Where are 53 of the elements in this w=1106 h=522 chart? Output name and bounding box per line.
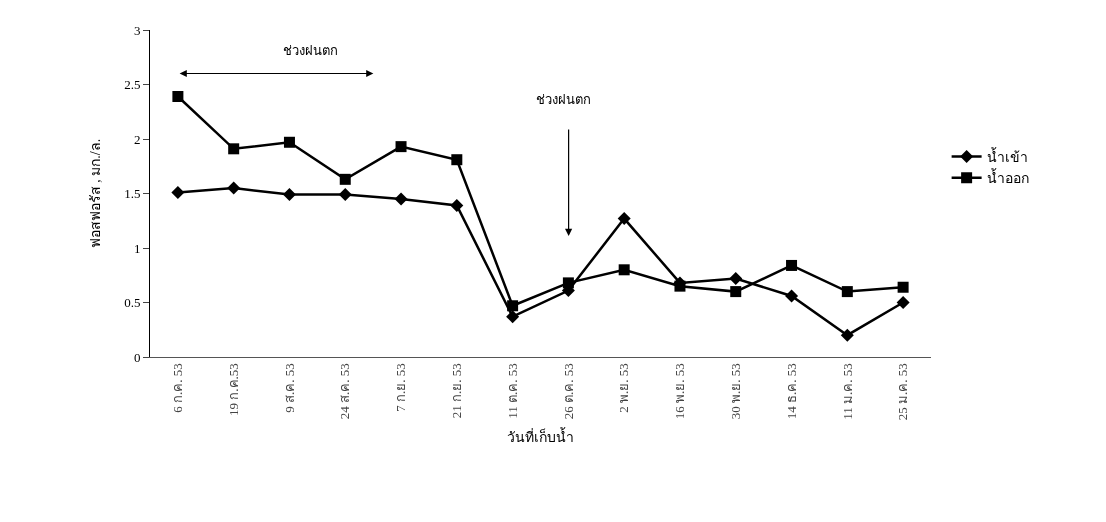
point bbox=[228, 143, 240, 155]
point bbox=[395, 141, 407, 153]
x-tick-label: 11 ม.ค. 53 bbox=[839, 363, 855, 420]
point bbox=[506, 310, 520, 324]
x-tick-label: 25 ม.ค. 53 bbox=[895, 363, 911, 421]
y-tick-label: 2 bbox=[133, 131, 141, 147]
point bbox=[896, 296, 910, 309]
x-tick-label: 19 ก.ค.53 bbox=[225, 363, 241, 416]
point bbox=[841, 286, 853, 298]
point bbox=[897, 281, 909, 293]
point bbox=[450, 198, 464, 212]
y-tick-label: 0.5 bbox=[124, 295, 141, 311]
x-tick-label: 7 ก.ย. 53 bbox=[393, 363, 409, 412]
point bbox=[730, 286, 742, 298]
annotation: ช่วงฝนตก bbox=[283, 43, 338, 58]
x-tick-label: 2 พ.ย. 53 bbox=[616, 363, 632, 413]
point bbox=[617, 212, 631, 226]
point bbox=[394, 192, 408, 206]
point bbox=[729, 272, 743, 286]
point bbox=[171, 185, 185, 199]
point bbox=[618, 264, 630, 276]
y-tick-label: 1.5 bbox=[124, 186, 141, 202]
x-tick-label: 6 ก.ค. 53 bbox=[170, 363, 186, 413]
x-tick-label: 30 พ.ย. 53 bbox=[727, 363, 743, 420]
x-tick-label: 14 ธ.ค. 53 bbox=[783, 363, 799, 420]
point bbox=[227, 181, 241, 195]
point bbox=[562, 277, 574, 289]
point bbox=[786, 259, 798, 271]
annotation: ช่วงฝนตก bbox=[536, 92, 591, 107]
y-axis-title: ฟอสฟอรัส , มก./ล. bbox=[87, 138, 103, 249]
point bbox=[785, 289, 799, 303]
x-tick-label: 26 ต.ค. 53 bbox=[560, 363, 576, 420]
point bbox=[674, 280, 686, 292]
x-tick-label: 21 ก.ย. 53 bbox=[449, 363, 465, 419]
y-tick-label: 1 bbox=[133, 240, 141, 256]
y-tick-label: 0 bbox=[133, 349, 141, 365]
x-tick-label: 16 พ.ย. 53 bbox=[672, 363, 688, 420]
point bbox=[283, 136, 295, 148]
point bbox=[338, 188, 352, 202]
point bbox=[339, 173, 351, 185]
y-tick-label: 3 bbox=[133, 22, 141, 38]
point bbox=[840, 328, 854, 342]
x-tick-label: 9 ส.ค. 53 bbox=[281, 363, 297, 413]
point bbox=[507, 300, 519, 312]
legend-label: น้ำเข้า bbox=[986, 146, 1028, 165]
x-tick-label: 11 ต.ค. 53 bbox=[504, 363, 520, 419]
x-axis-title: วันที่เก็บน้ำ bbox=[507, 426, 574, 445]
x-tick-label: 24 ส.ค. 53 bbox=[337, 363, 353, 420]
point bbox=[282, 188, 296, 202]
point bbox=[172, 90, 184, 102]
y-tick-label: 2.5 bbox=[124, 77, 141, 93]
point bbox=[451, 154, 463, 166]
legend-label: น้ำออก bbox=[986, 168, 1029, 187]
